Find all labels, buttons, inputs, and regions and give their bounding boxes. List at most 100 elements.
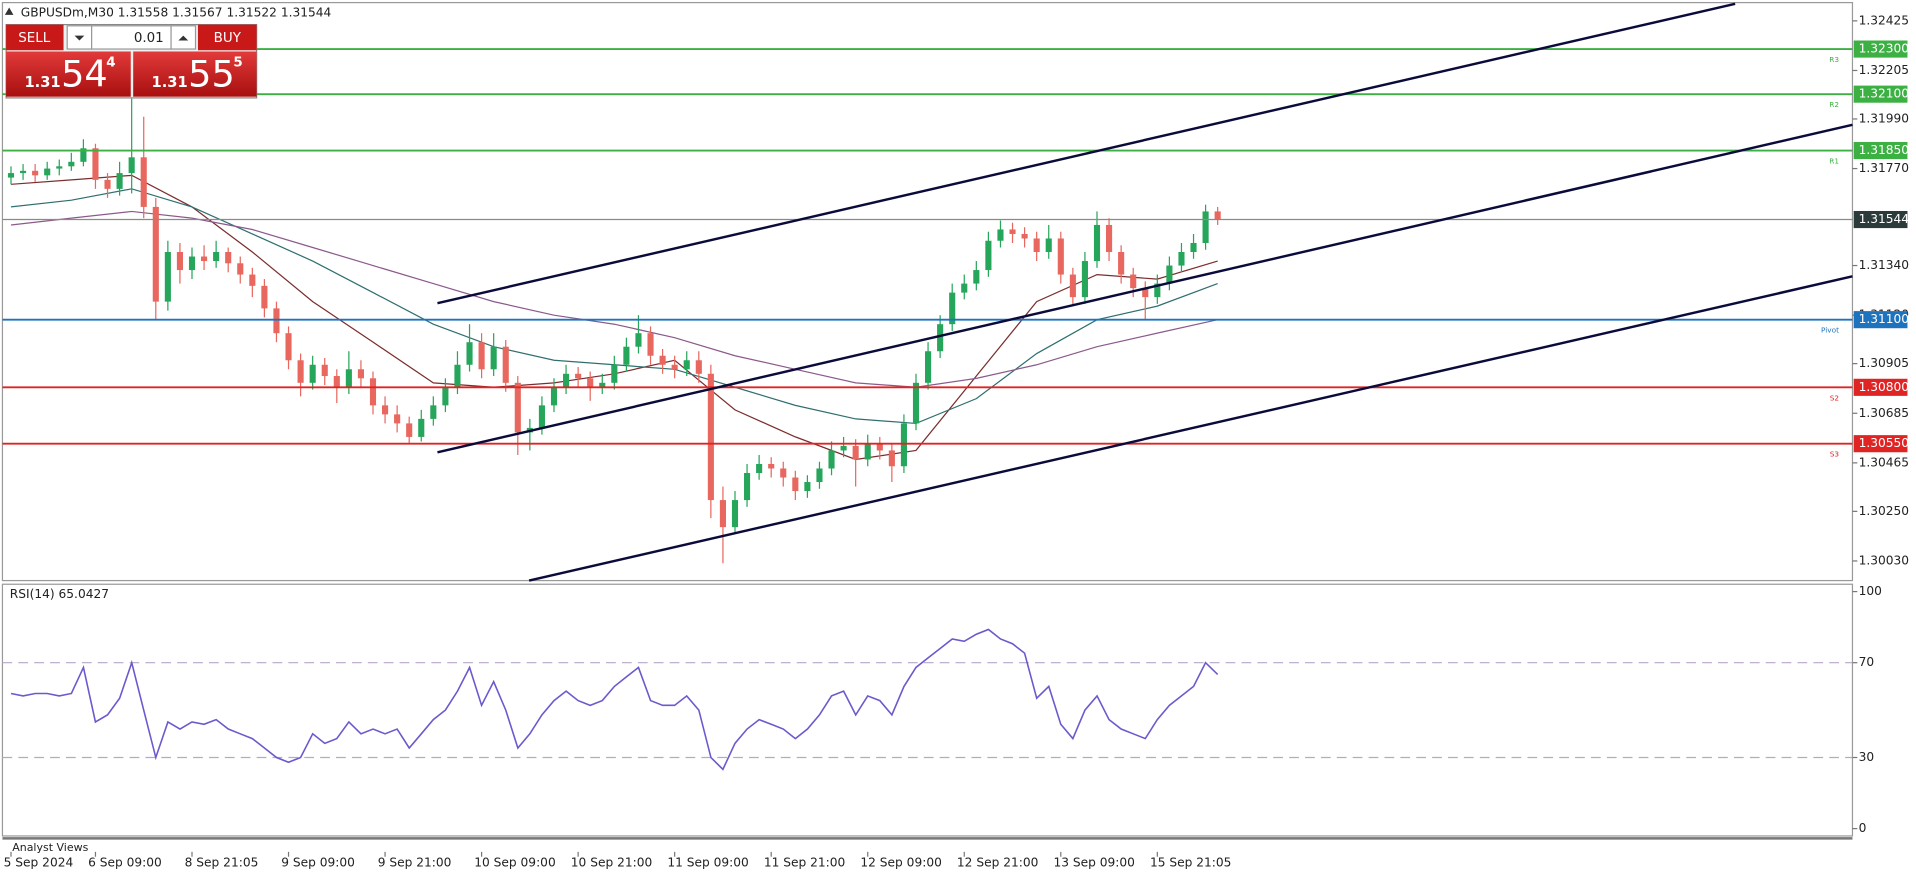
open: 1.31558 (118, 5, 168, 19)
rsi-frame (1, 583, 1854, 837)
buy-label[interactable]: BUY (214, 31, 242, 46)
x-tick-label: 11 Sep 21:00 (764, 855, 845, 869)
candle-body (1021, 233, 1028, 239)
level-name: S3 (1830, 450, 1840, 459)
lot-value[interactable]: 0.01 (134, 31, 164, 46)
buy-price-box[interactable] (133, 51, 257, 97)
y-tick-label: 30 (1859, 750, 1875, 764)
level-box (1853, 311, 1908, 329)
candle-body (864, 443, 871, 460)
level-price: 1.31850 (1859, 143, 1909, 157)
candle-body (333, 376, 340, 388)
candle-body (731, 500, 739, 528)
level-name: S2 (1830, 393, 1839, 402)
low: 1.31522 (226, 5, 276, 19)
candle-body (261, 285, 268, 309)
down-arrow (74, 35, 85, 41)
candle-body (1118, 252, 1125, 275)
candle-body (92, 148, 99, 180)
x-tick-label: 12 Sep 21:00 (957, 855, 1038, 869)
y-tick-label: 1.30250 (1859, 504, 1909, 518)
x-tick-label: 15 Sep 21:05 (1150, 855, 1231, 869)
candle-body (201, 256, 208, 262)
candle-body (1033, 238, 1040, 253)
candle-body (140, 157, 147, 207)
y-tick-label: 1.31990 (1859, 111, 1909, 125)
candle-body (514, 382, 521, 433)
candle-body (418, 418, 425, 437)
candle-body (249, 274, 256, 286)
candle-body (285, 333, 292, 361)
up-arrow (178, 35, 189, 41)
symbol-header: GBPUSDm,M30 1.31558 1.31567 1.31522 1.31… (21, 5, 332, 19)
candle-body (707, 373, 714, 501)
candle-body (32, 170, 39, 176)
x-tick-label: 6 Sep 09:00 (88, 855, 162, 869)
candle-body (1130, 274, 1137, 289)
candle-body (587, 378, 594, 388)
candle-body (949, 292, 956, 325)
sell-label[interactable]: SELL (18, 31, 51, 46)
candle-body (611, 364, 618, 383)
sell-prefix: 1.31 (24, 74, 60, 91)
candle-body (744, 473, 751, 501)
candle-body (1166, 265, 1173, 284)
channel (437, 2, 1853, 582)
candle-body (840, 445, 847, 451)
candle-body (56, 166, 63, 169)
candle-body (7, 173, 15, 178)
candle-body (297, 360, 304, 383)
y-tick-label: 0 (1859, 821, 1867, 835)
level-name: R1 (1829, 157, 1839, 166)
level-name: R3 (1829, 55, 1839, 64)
candle-body (237, 263, 244, 275)
candle-body (164, 252, 171, 302)
buy-button[interactable] (197, 24, 257, 51)
candle-body (1202, 211, 1209, 243)
candle-body (466, 342, 473, 365)
candle-body (309, 364, 316, 383)
candle-body (225, 252, 232, 264)
candle-body (1045, 238, 1052, 253)
candle-body (828, 450, 835, 469)
high: 1.31567 (172, 5, 222, 19)
sell-button[interactable] (6, 24, 64, 51)
level-box (1853, 40, 1908, 58)
candle-body (128, 157, 135, 174)
level-name: Pivot (1821, 326, 1839, 335)
sell-small: 4 (106, 55, 115, 70)
moving-average (10, 210, 1218, 388)
x-tick-label: 9 Sep 21:00 (378, 855, 452, 869)
candle-body (792, 477, 799, 492)
y-tick-label: 100 (1859, 584, 1882, 598)
x-tick-label: 10 Sep 21:00 (571, 855, 652, 869)
candle-body (490, 346, 497, 370)
level-box (1853, 85, 1908, 103)
rsi-line (10, 628, 1219, 771)
y-tick-label: 1.30685 (1859, 406, 1909, 420)
candle-body (816, 468, 823, 483)
candle-body (888, 450, 895, 467)
candle-body (695, 360, 702, 374)
candle-body (80, 148, 87, 162)
sell-price-box[interactable] (6, 51, 131, 97)
candle-body (961, 283, 968, 293)
candle-body (1057, 238, 1064, 275)
candle-body (876, 443, 883, 451)
candle-body (188, 256, 196, 271)
candle-body (900, 423, 907, 467)
candle-body (985, 240, 992, 271)
candle-body (273, 308, 280, 334)
rsi-name: RSI(14) (10, 587, 55, 601)
candle-body (647, 333, 654, 356)
collapse-icon[interactable] (4, 7, 14, 15)
candle-body (719, 500, 726, 528)
candle-body (575, 373, 582, 379)
candle-body (635, 333, 642, 347)
current-price-box (1853, 210, 1908, 229)
candle-body (973, 270, 980, 284)
level-box (1853, 435, 1908, 453)
candle-body (1214, 211, 1221, 220)
candle-body (1142, 288, 1149, 298)
